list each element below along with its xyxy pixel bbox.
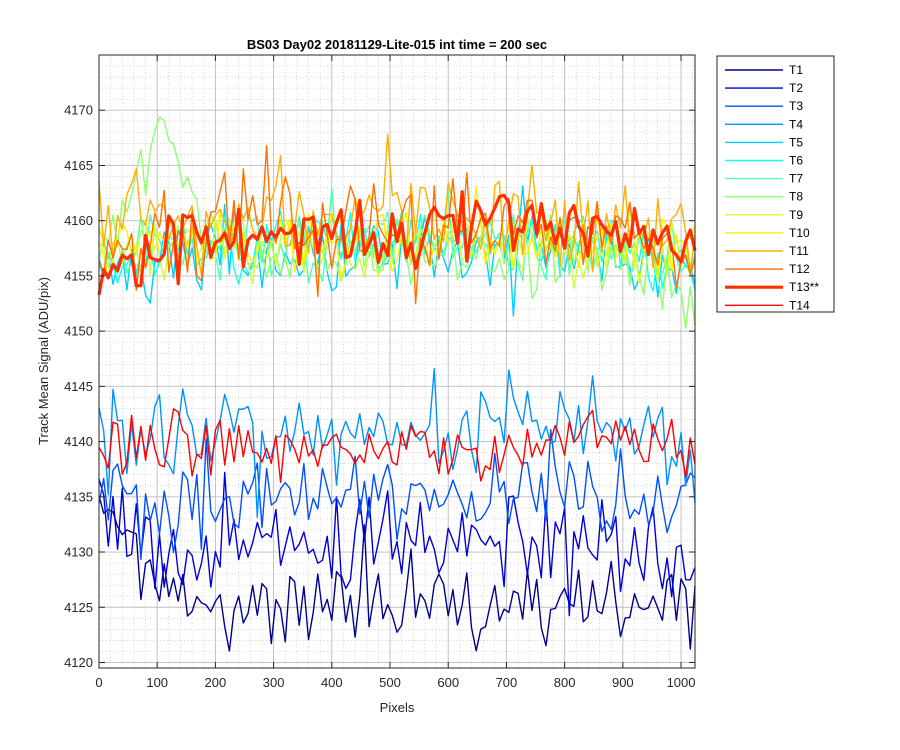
- legend-label: T6: [789, 154, 803, 168]
- x-tick-label: 300: [263, 675, 285, 690]
- y-tick-label: 4170: [64, 103, 93, 118]
- y-axis-label: Track Mean Signal (ADU/pix): [36, 277, 51, 445]
- legend-label: T5: [789, 135, 803, 149]
- plot-frame: [98, 54, 696, 669]
- x-tick-label: 600: [437, 675, 459, 690]
- y-tick-label: 4125: [64, 600, 93, 615]
- legend-label: T3: [789, 99, 803, 113]
- x-tick-label: 500: [379, 675, 401, 690]
- y-tick-label: 4120: [64, 655, 93, 670]
- series-line-t11: [98, 133, 696, 276]
- x-tick-label: 200: [205, 675, 227, 690]
- series-line-t13: [97, 190, 697, 296]
- x-tick-label: 900: [612, 675, 634, 690]
- x-tick-labels: 0 100 200 300 400 500 600 700 800 900 1000: [95, 675, 695, 690]
- series-line-t1: [98, 495, 696, 652]
- chart-title: BS03 Day02 20181129-Lite-015 int time = …: [247, 37, 547, 52]
- legend-label: T13**: [789, 280, 819, 294]
- x-axis-label: Pixels: [380, 700, 415, 715]
- legend-label: T7: [789, 172, 803, 186]
- x-tick-label: 1000: [667, 675, 696, 690]
- legend-label: T14: [789, 298, 810, 312]
- x-tick-label: 400: [321, 675, 343, 690]
- legend-label: T10: [789, 226, 810, 240]
- x-tick-label: 700: [496, 675, 518, 690]
- legend-label: T11: [789, 244, 809, 258]
- major-gridlines: [98, 55, 695, 668]
- y-tick-label: 4160: [64, 213, 93, 228]
- legend-label: T1: [789, 63, 803, 77]
- legend-label: T9: [789, 208, 803, 222]
- x-tick-label: 0: [95, 675, 102, 690]
- series-line-t3: [98, 429, 696, 561]
- axis-tick-marks: [98, 55, 695, 668]
- series-layer: [97, 116, 697, 652]
- legend-items: T1 T2 T3 T4 T5 T6 T7 T8 T9 T10 T11 T12 T13** T14: [725, 63, 819, 312]
- y-tick-label: 4155: [64, 268, 93, 283]
- y-tick-label: 4145: [64, 379, 93, 394]
- series-line-t2: [98, 471, 696, 617]
- series-line-t10: [98, 185, 696, 280]
- legend-label: T12: [789, 262, 810, 276]
- y-tick-label: 4135: [64, 489, 93, 504]
- y-tick-label: 4140: [64, 434, 93, 449]
- plot-area: [99, 55, 695, 668]
- legend-label: T4: [789, 117, 803, 131]
- y-tick-labels: 4120 4125 4130 4135 4140 4145 4150 4155 4160 4165…: [64, 103, 93, 670]
- legend-box: [716, 55, 835, 313]
- series-line-t14: [98, 408, 696, 483]
- legend-label: T2: [789, 81, 803, 95]
- y-tick-label: 4150: [64, 324, 93, 339]
- legend: T1 T2 T3 T4 T5 T6 T7 T8 T9 T10 T11 T12 T13** T14: [716, 55, 835, 313]
- y-tick-label: 4130: [64, 545, 93, 560]
- legend-label: T8: [789, 190, 803, 204]
- x-tick-label: 800: [554, 675, 576, 690]
- x-tick-label: 100: [146, 675, 168, 690]
- y-tick-label: 4165: [64, 158, 93, 173]
